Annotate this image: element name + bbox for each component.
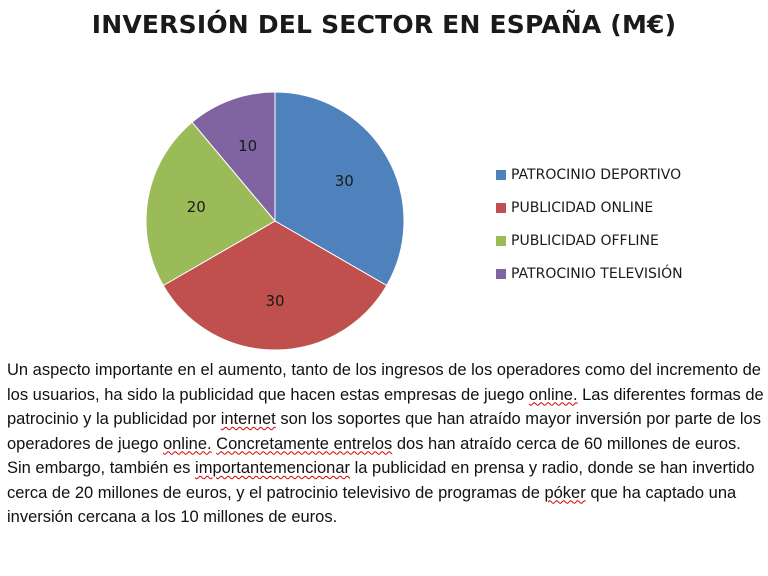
pie-slice-label-3: 20	[187, 198, 206, 216]
legend-item: PUBLICIDAD ONLINE	[496, 191, 683, 224]
spellcheck-word: internet	[220, 410, 276, 428]
legend-swatch	[496, 235, 506, 246]
legend-swatch	[496, 169, 506, 180]
spellcheck-word: póker	[544, 483, 586, 502]
spellcheck-word: importantemencionar	[195, 459, 351, 477]
description-text: dos han atraído cerca de 60 millones de …	[7, 434, 741, 478]
pie-slice-4	[191, 91, 276, 223]
pie-slice-label-4: 10	[238, 137, 257, 155]
legend-swatch	[496, 202, 506, 213]
legend-item: PATROCINIO DEPORTIVO	[496, 158, 683, 191]
legend-label: PUBLICIDAD OFFLINE	[511, 232, 659, 249]
description-text: son los soportes que han atraído mayor i…	[7, 410, 761, 453]
spellcheck-word: Concretamente entrelos	[216, 434, 393, 453]
legend-label: PUBLICIDAD ONLINE	[511, 199, 654, 216]
spellcheck-word: online.	[528, 385, 578, 404]
chart-title: INVERSIÓN DEL SECTOR EN ESPAÑA (M€)	[91, 10, 677, 39]
description-text: Las diferentes formas de patrocinio y la…	[7, 385, 764, 429]
pie-slice-3	[145, 121, 276, 287]
spellcheck-word: online.	[162, 434, 212, 453]
description-text: la publicidad en prensa y radio, donde s…	[7, 459, 755, 502]
description-paragraph: Un aspecto importante en el aumento, tan…	[7, 358, 765, 530]
legend-label: PATROCINIO TELEVISIÓN	[511, 265, 683, 282]
description-text: Un aspecto importante en el aumento, tan…	[7, 361, 761, 404]
pie-chart: 30 30 20 10	[145, 91, 405, 351]
legend-item: PATROCINIO TELEVISIÓN	[496, 257, 683, 290]
legend-swatch	[496, 268, 506, 279]
chart-legend: PATROCINIO DEPORTIVO PUBLICIDAD ONLINE PUB…	[496, 158, 683, 290]
legend-label: PATROCINIO DEPORTIVO	[511, 166, 682, 183]
pie-slice-label-2: 30	[265, 292, 284, 310]
pie-slice-label-1: 30	[335, 172, 354, 190]
legend-item: PUBLICIDAD OFFLINE	[496, 224, 683, 257]
pie-slice-2	[162, 220, 388, 351]
description-text: que ha captado una inversión cercana a l…	[7, 483, 737, 527]
pie-slice-1	[274, 91, 405, 287]
